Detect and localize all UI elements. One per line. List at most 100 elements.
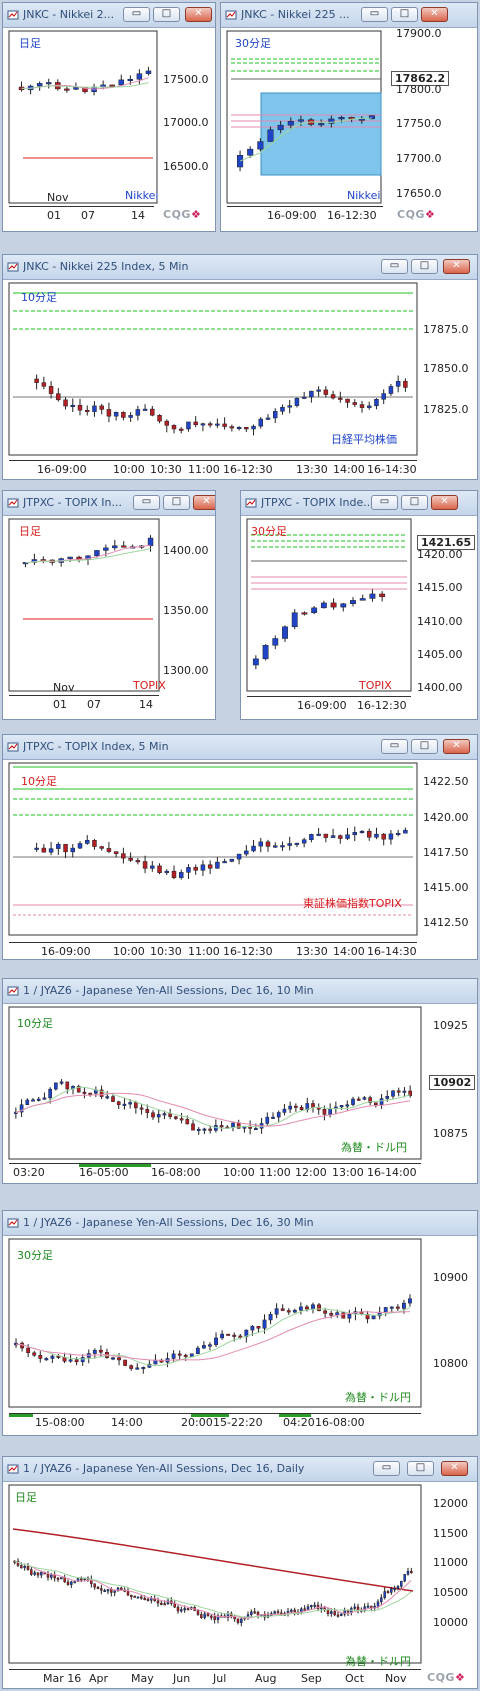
restore-icon: ▭ bbox=[141, 496, 152, 507]
cqg-logo: CQG❖ bbox=[163, 208, 202, 221]
close-button[interactable]: ✕ bbox=[443, 739, 470, 754]
restore-button[interactable]: ▭ bbox=[123, 7, 150, 22]
candle bbox=[48, 386, 54, 394]
candle bbox=[232, 1334, 237, 1337]
close-icon: ✕ bbox=[452, 260, 461, 271]
candle bbox=[276, 1611, 280, 1614]
candle bbox=[195, 1347, 200, 1354]
restore-button[interactable]: ▭ bbox=[381, 259, 408, 274]
close-button[interactable]: ✕ bbox=[441, 1461, 468, 1476]
yen-10min-window[interactable]: 1 / JYAZ6 - Japanese Yen-All Sessions, D… bbox=[2, 978, 478, 1184]
nikkei-30min-window[interactable]: JNKC - Nikkei 225 ... ▭ □ ✕ 30分足 Nikkei … bbox=[220, 2, 478, 232]
time-label: Oct bbox=[345, 1672, 365, 1685]
symbol-label: TOPIX bbox=[133, 679, 166, 692]
close-icon: ✕ bbox=[452, 740, 461, 751]
candle bbox=[313, 1604, 316, 1607]
candle bbox=[240, 1618, 243, 1623]
price-label: 17875.0 bbox=[423, 323, 469, 336]
time-axis: 03:20 16-05:00 16-08:00 10:00 11:00 12:0… bbox=[9, 1163, 421, 1180]
topix-30min-window[interactable]: JTPXC - TOPIX Inde... ▭ □ ✕ 30分足 TOPIX 1… bbox=[240, 490, 478, 720]
title-bar[interactable]: JNKC - Nikkei 2... ▭ □ ✕ bbox=[3, 3, 215, 28]
candle bbox=[345, 398, 350, 403]
candle bbox=[338, 397, 343, 400]
maximize-button[interactable]: □ bbox=[391, 7, 418, 22]
candle bbox=[396, 1586, 400, 1589]
maximize-button[interactable]: □ bbox=[153, 7, 180, 22]
title-bar[interactable]: 1 / JYAZ6 - Japanese Yen-All Sessions, D… bbox=[3, 979, 477, 1004]
chart-area[interactable] bbox=[3, 759, 477, 939]
close-button[interactable]: ✕ bbox=[185, 7, 212, 22]
candle bbox=[66, 1581, 70, 1585]
chart-area[interactable] bbox=[241, 515, 477, 695]
nikkei-5min-window[interactable]: JNKC - Nikkei 225 Index, 5 Min ▭ □ ✕ 10分… bbox=[2, 254, 478, 480]
candle bbox=[403, 381, 408, 388]
time-label: Apr bbox=[89, 1672, 109, 1685]
title-bar[interactable]: 1 / JYAZ6 - Japanese Yen-All Sessions, D… bbox=[3, 1457, 477, 1482]
maximize-button[interactable]: □ bbox=[411, 259, 438, 274]
restore-button[interactable]: ▭ bbox=[133, 495, 160, 510]
period-label: 10分足 bbox=[21, 291, 57, 304]
chart-area[interactable] bbox=[221, 27, 477, 207]
title-bar[interactable]: 1 / JYAZ6 - Japanese Yen-All Sessions, D… bbox=[3, 1211, 477, 1236]
maximize-button[interactable]: □ bbox=[407, 1461, 434, 1476]
title-bar[interactable]: JTPXC - TOPIX In... ▭ □ ✕ bbox=[3, 491, 215, 516]
topix-daily-window[interactable]: JTPXC - TOPIX In... ▭ □ ✕ 日足 TOPIX 1400.… bbox=[2, 490, 216, 720]
title-bar[interactable]: JNKC - Nikkei 225 ... ▭ □ ✕ bbox=[221, 3, 477, 28]
candle bbox=[280, 1308, 285, 1311]
close-button[interactable]: ✕ bbox=[443, 259, 470, 274]
candle bbox=[19, 1104, 24, 1113]
candle bbox=[400, 1580, 403, 1587]
candle bbox=[362, 1097, 367, 1100]
maximize-button[interactable]: □ bbox=[401, 495, 428, 510]
chart-area[interactable] bbox=[3, 1481, 477, 1667]
candle bbox=[36, 1098, 41, 1101]
candle bbox=[330, 602, 337, 608]
chart-area[interactable] bbox=[3, 1235, 477, 1411]
maximize-button[interactable]: □ bbox=[411, 739, 438, 754]
candle bbox=[45, 82, 52, 85]
candle bbox=[94, 550, 100, 557]
window-title: 1 / JYAZ6 - Japanese Yen-All Sessions, D… bbox=[23, 1216, 314, 1229]
nikkei-daily-window[interactable]: JNKC - Nikkei 2... ▭ □ ✕ 日足 Nikkei 17500… bbox=[2, 2, 216, 232]
chart-area[interactable] bbox=[3, 515, 215, 695]
yen-30min-window[interactable]: 1 / JYAZ6 - Japanese Yen-All Sessions, D… bbox=[2, 1210, 478, 1436]
restore-button[interactable]: ▭ bbox=[371, 495, 398, 510]
time-label: 01 bbox=[47, 209, 61, 222]
restore-button[interactable]: ▭ bbox=[373, 1461, 400, 1476]
period-label: 30分足 bbox=[251, 525, 287, 538]
chart-area[interactable] bbox=[3, 279, 477, 459]
candle bbox=[156, 1114, 161, 1118]
close-button[interactable]: ✕ bbox=[431, 495, 458, 510]
candle bbox=[265, 1116, 270, 1124]
price-label: 10925 bbox=[433, 1019, 468, 1032]
candle bbox=[116, 1587, 120, 1592]
title-bar[interactable]: JTPXC - TOPIX Index, 5 Min ▭ □ ✕ bbox=[3, 735, 477, 760]
close-button[interactable]: ✕ bbox=[193, 495, 215, 510]
month-label: Nov bbox=[47, 191, 69, 204]
candle bbox=[395, 381, 401, 387]
candle bbox=[56, 843, 61, 849]
candle bbox=[150, 865, 155, 869]
close-button[interactable]: ✕ bbox=[421, 7, 448, 22]
candle bbox=[301, 839, 307, 844]
maximize-button[interactable]: □ bbox=[163, 495, 190, 510]
topix-5min-window[interactable]: JTPXC - TOPIX Index, 5 Min ▭ □ ✕ 10分足 東証… bbox=[2, 734, 478, 960]
session-marker bbox=[9, 1414, 33, 1417]
restore-button[interactable]: ▭ bbox=[381, 739, 408, 754]
maximize-icon: □ bbox=[419, 740, 430, 751]
time-label: 10:30 bbox=[150, 945, 182, 958]
yen-daily-window[interactable]: 1 / JYAZ6 - Japanese Yen-All Sessions, D… bbox=[2, 1456, 478, 1689]
candle bbox=[322, 1109, 327, 1115]
chart-area[interactable] bbox=[3, 27, 215, 207]
candle bbox=[196, 1610, 200, 1615]
title-bar[interactable]: JTPXC - TOPIX Inde... ▭ □ ✕ bbox=[241, 491, 477, 516]
candle bbox=[116, 1101, 121, 1106]
candle bbox=[403, 829, 408, 834]
title-bar[interactable]: JNKC - Nikkei 225 Index, 5 Min ▭ □ ✕ bbox=[3, 255, 477, 280]
candle bbox=[113, 851, 119, 854]
candle bbox=[298, 1306, 303, 1311]
restore-button[interactable]: ▭ bbox=[361, 7, 388, 22]
chart-area[interactable] bbox=[3, 1003, 477, 1163]
candle bbox=[356, 1098, 361, 1101]
candle bbox=[286, 1310, 291, 1313]
